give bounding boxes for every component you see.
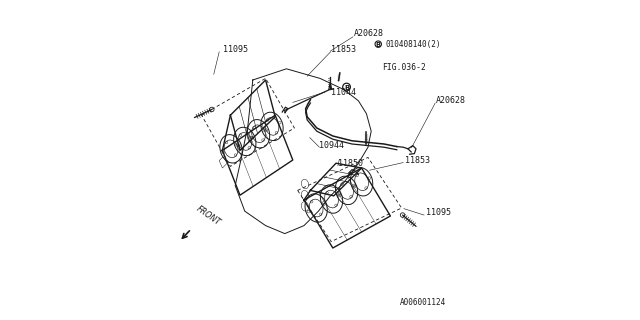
Text: B: B (344, 85, 349, 91)
Text: 10944: 10944 (319, 141, 344, 150)
Text: A20628: A20628 (436, 96, 466, 105)
Text: A20628: A20628 (354, 29, 383, 38)
Text: FRONT: FRONT (195, 204, 222, 227)
Text: 11044: 11044 (332, 88, 356, 97)
Text: A006001124: A006001124 (400, 298, 447, 307)
Text: 010408140(2): 010408140(2) (385, 40, 441, 49)
Text: 11095: 11095 (223, 45, 248, 54)
Text: B: B (376, 42, 381, 48)
Text: 11853: 11853 (332, 45, 356, 54)
Text: 11853: 11853 (405, 156, 430, 165)
Text: 11850: 11850 (338, 159, 363, 168)
Text: FIG.036-2: FIG.036-2 (383, 63, 426, 72)
Text: 11095: 11095 (426, 208, 451, 217)
